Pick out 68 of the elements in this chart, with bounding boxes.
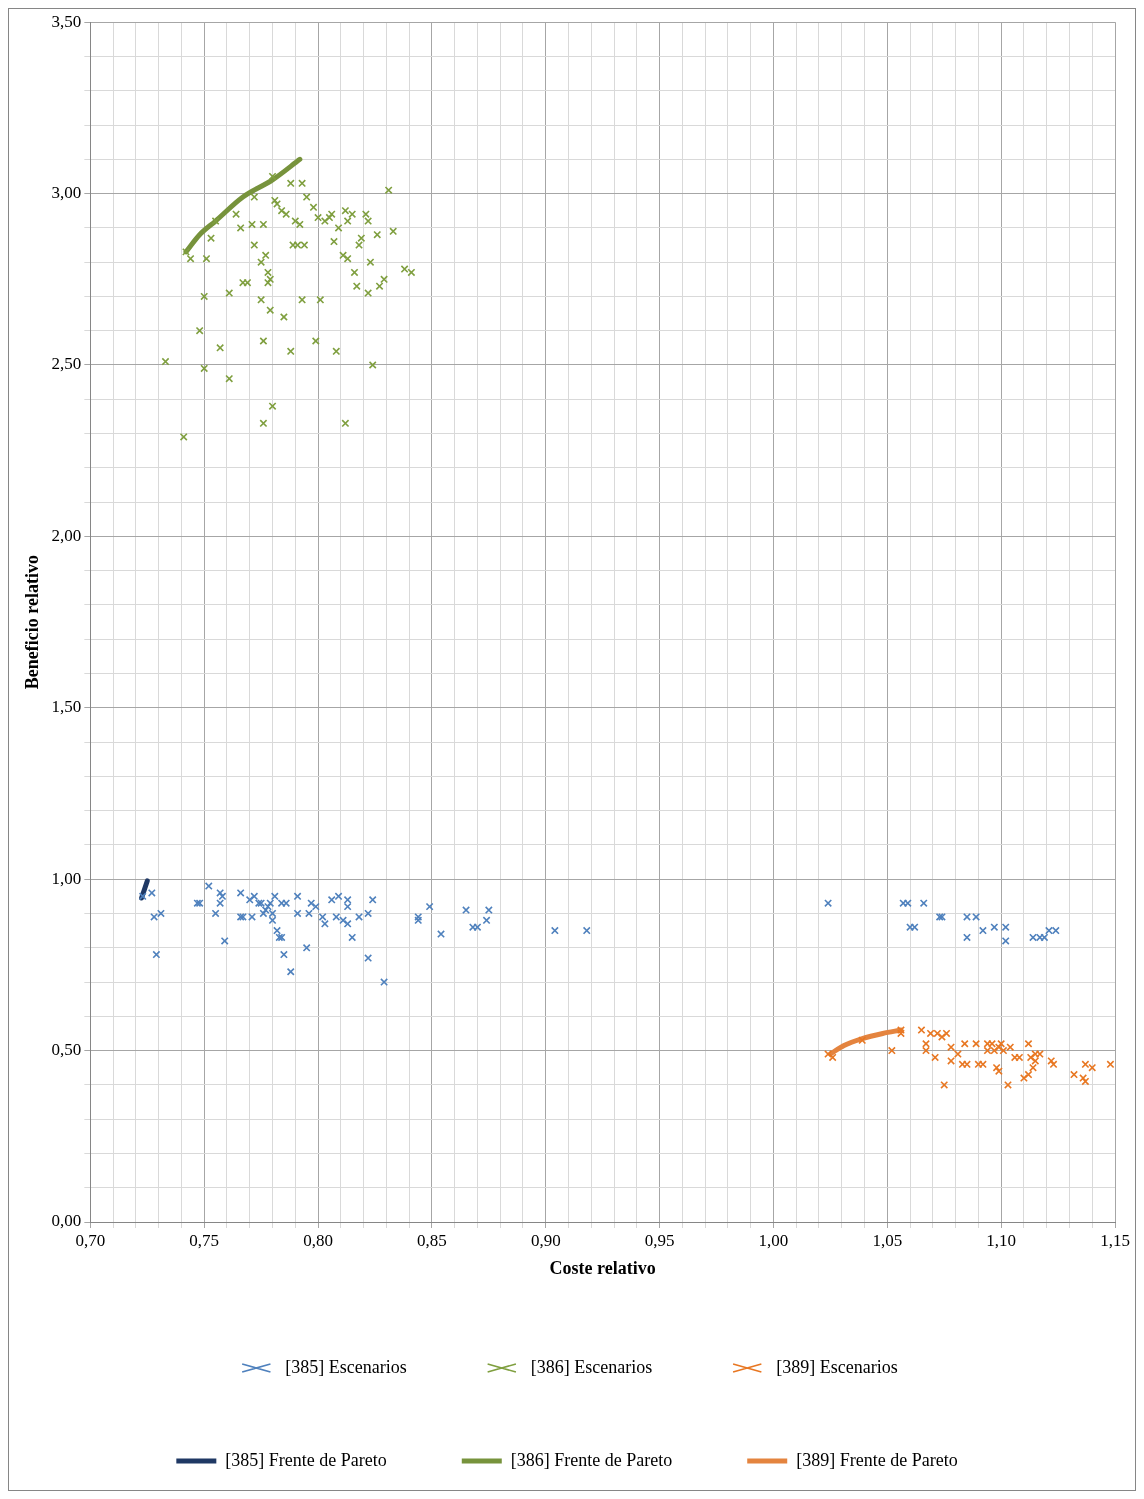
x-tick-label: 1,15 — [1100, 1230, 1130, 1250]
point — [940, 1080, 949, 1089]
point — [978, 1060, 987, 1069]
point — [947, 1056, 956, 1065]
point — [958, 1060, 967, 1069]
x-tick-label: 0,95 — [644, 1230, 675, 1250]
point — [1106, 1060, 1115, 1069]
point — [1047, 1056, 1056, 1065]
legend-label: [386] Frente de Pareto — [510, 1449, 673, 1470]
point — [937, 1032, 946, 1041]
y-tick-label: 2,50 — [51, 354, 82, 374]
point — [1081, 1060, 1090, 1069]
x-tick-label: 1,05 — [872, 1230, 903, 1250]
point — [974, 1060, 983, 1069]
point — [953, 1050, 962, 1059]
point — [1026, 1053, 1035, 1062]
point — [896, 1026, 905, 1035]
point — [1010, 1053, 1019, 1062]
x-tick-label: 1,00 — [758, 1230, 789, 1250]
point — [1024, 1070, 1033, 1079]
point — [1024, 1039, 1033, 1048]
point — [1049, 1060, 1058, 1069]
point — [963, 1060, 971, 1069]
point — [824, 1050, 833, 1059]
point — [994, 1043, 1003, 1052]
legend-label: [386] Escenarios — [530, 1356, 653, 1377]
point — [931, 1053, 940, 1062]
point — [994, 1067, 1003, 1076]
point — [1004, 1080, 1012, 1089]
point — [926, 1029, 935, 1038]
y-tick-label: 2,00 — [51, 525, 82, 545]
point — [917, 1026, 926, 1035]
point — [1081, 1077, 1090, 1086]
y-tick-label: 3,00 — [51, 183, 82, 203]
x-axis-title: Coste relativo — [549, 1257, 656, 1278]
x-tick-label: 0,70 — [75, 1230, 106, 1250]
point — [1019, 1074, 1028, 1083]
y-tick-label: 3,50 — [51, 11, 82, 31]
point — [896, 1029, 905, 1038]
y-tick-label: 1,50 — [51, 697, 82, 717]
legend-label: [385] Escenarios — [285, 1356, 407, 1377]
point — [828, 1053, 837, 1062]
legend-label: [385] Frente de Pareto — [225, 1449, 387, 1470]
point — [1088, 1063, 1097, 1072]
point — [1070, 1070, 1078, 1079]
y-tick-label: 1,00 — [51, 868, 82, 888]
x-tick-label: 0,85 — [417, 1230, 447, 1250]
point — [1006, 1043, 1015, 1052]
y-tick-label: 0,00 — [51, 1211, 82, 1231]
point — [933, 1029, 942, 1038]
x-tick-label: 0,90 — [530, 1230, 561, 1250]
x-tick-label: 0,80 — [303, 1230, 333, 1250]
point — [887, 1046, 896, 1055]
point — [992, 1063, 1001, 1072]
legend-label: [389] Escenarios — [776, 1356, 898, 1377]
x-tick-label: 1,10 — [986, 1230, 1017, 1250]
point — [947, 1043, 956, 1052]
x-tick-label: 0,75 — [189, 1230, 220, 1250]
point — [1015, 1053, 1024, 1062]
legend-label: [389] Frente de Pareto — [796, 1449, 958, 1470]
point — [1079, 1074, 1088, 1083]
point — [960, 1039, 969, 1048]
y-axis-title: Beneficio relativo — [22, 555, 43, 690]
point — [858, 1036, 867, 1045]
point — [972, 1039, 981, 1048]
y-tick-label: 0,50 — [51, 1040, 82, 1060]
point — [1035, 1050, 1044, 1059]
point — [942, 1029, 951, 1038]
